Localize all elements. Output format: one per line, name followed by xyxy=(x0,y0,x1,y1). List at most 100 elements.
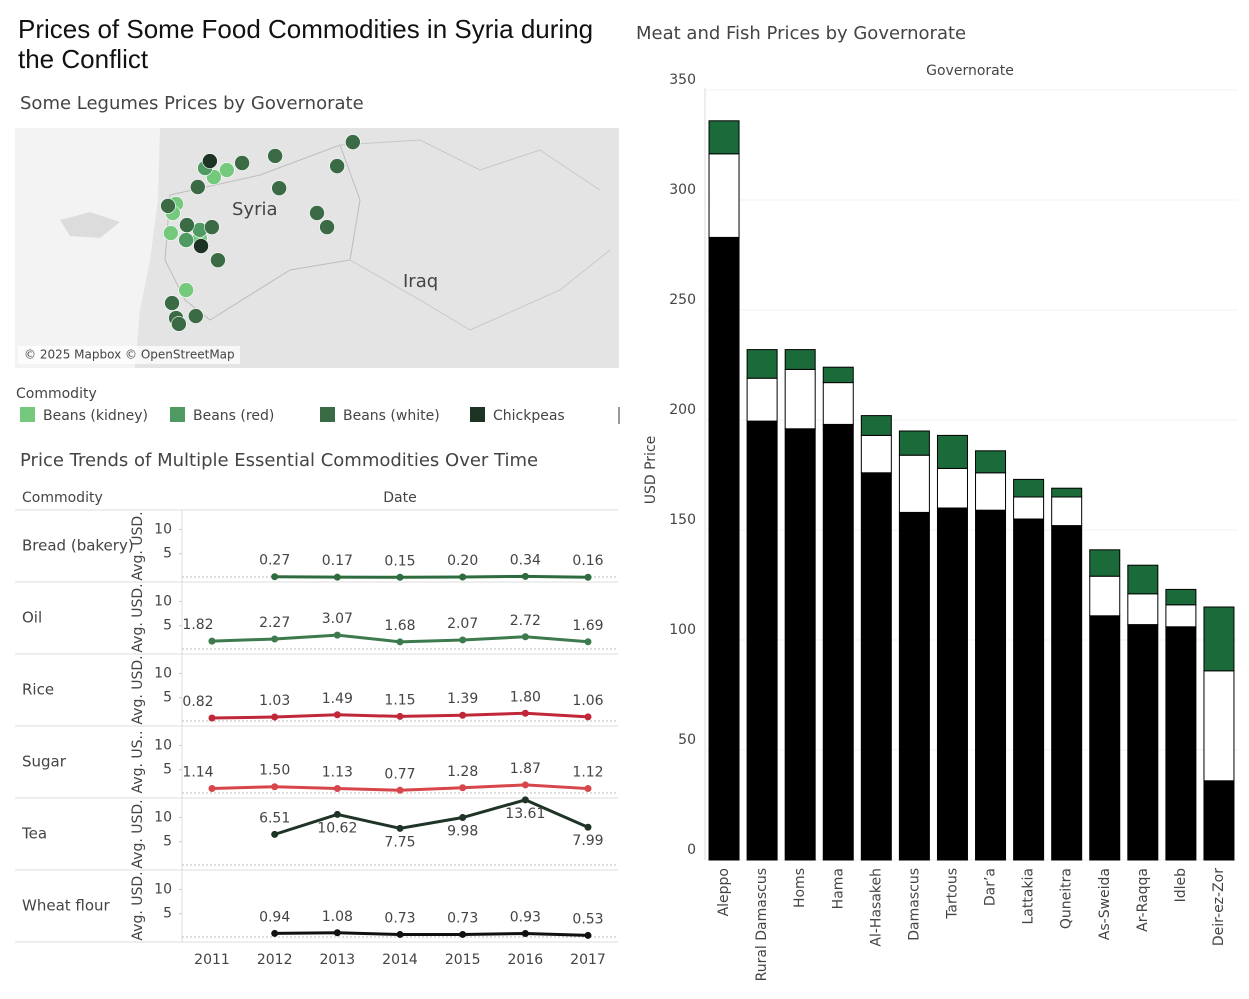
y-tick-label: 100 xyxy=(669,622,696,638)
bar-segment xyxy=(1013,478,1045,498)
map-point xyxy=(160,198,176,214)
bar-segment xyxy=(1165,626,1197,861)
data-label: 0.20 xyxy=(447,553,478,569)
y-axis-title: Avg. USD. xyxy=(130,655,146,724)
x-tick-label: 2016 xyxy=(508,952,544,968)
y-tick-label: 5 xyxy=(163,546,172,562)
data-label: 0.94 xyxy=(259,909,290,925)
legend-swatch xyxy=(170,407,185,422)
x-tick-label: Hama xyxy=(830,868,846,909)
trend-point xyxy=(584,823,592,831)
y-tick-label: 50 xyxy=(678,732,696,748)
bar-segment xyxy=(1203,606,1235,672)
x-tick-label: Dar’a xyxy=(983,868,999,906)
data-label: 2.27 xyxy=(259,615,290,631)
bar-segment xyxy=(1051,525,1083,861)
x-tick-label: Tartous xyxy=(944,868,960,920)
data-label: 3.07 xyxy=(322,611,353,627)
trend-point xyxy=(584,785,592,793)
trend-point xyxy=(521,929,529,937)
data-label: 1.28 xyxy=(447,764,478,780)
data-label: 2.72 xyxy=(510,613,541,629)
place-label: Syria xyxy=(232,199,278,220)
data-label: 0.77 xyxy=(384,766,415,782)
bar-segment xyxy=(822,423,854,861)
data-label: 0.53 xyxy=(572,911,603,927)
x-tick-label: Lattakia xyxy=(1021,868,1037,925)
data-label: 1.08 xyxy=(322,909,353,925)
place-label: Iraq xyxy=(403,271,438,292)
bar-segment xyxy=(708,236,740,861)
legend-label: Beans (white) xyxy=(343,408,440,424)
y-tick-label: 10 xyxy=(154,665,172,681)
data-label: 1.80 xyxy=(510,689,541,705)
y-tick-label: 10 xyxy=(154,809,172,825)
bar-segment xyxy=(936,507,968,861)
row-label: Sugar xyxy=(22,753,67,771)
bar-segment xyxy=(708,153,740,238)
row-label: Wheat flour xyxy=(22,897,111,915)
data-label: 1.15 xyxy=(384,692,415,708)
y-tick-label: 200 xyxy=(669,402,696,418)
x-tick-label: Rural Damascus xyxy=(754,868,770,981)
bar-segment xyxy=(1127,624,1159,861)
page-title: Prices of Some Food Commodities in Syria… xyxy=(18,14,594,74)
bar-segment xyxy=(860,472,892,861)
bar-segment xyxy=(784,428,816,861)
trend-point xyxy=(333,573,341,581)
trend-point xyxy=(459,784,467,792)
map-point xyxy=(178,232,194,248)
x-tick-label: 2012 xyxy=(257,952,293,968)
data-label: 1.06 xyxy=(572,693,603,709)
y-tick-label: 5 xyxy=(163,762,172,778)
row-label: Tea xyxy=(21,825,47,843)
map-point xyxy=(319,219,335,235)
y-tick-label: 350 xyxy=(669,72,696,88)
map-point xyxy=(163,225,179,241)
bar-segment xyxy=(860,415,892,436)
trend-point xyxy=(459,930,467,938)
trend-point xyxy=(584,573,592,581)
trend-point xyxy=(459,711,467,719)
legend-swatch xyxy=(470,407,485,422)
data-label: 1.49 xyxy=(322,691,353,707)
data-label: 1.14 xyxy=(182,764,213,780)
y-axis-title: Avg. USD. xyxy=(130,871,146,940)
bar-segment xyxy=(936,434,968,469)
y-tick-label: 300 xyxy=(669,182,696,198)
data-label: 1.39 xyxy=(447,691,478,707)
row-header: Commodity xyxy=(22,490,103,506)
trend-point xyxy=(396,573,404,581)
bar-segment xyxy=(975,450,1007,474)
trend-point xyxy=(521,781,529,789)
trend-point xyxy=(208,714,216,722)
data-label: 1.13 xyxy=(322,765,353,781)
map-attribution: © 2025 Mapbox © OpenStreetMap xyxy=(24,348,235,362)
data-label: 0.27 xyxy=(259,553,290,569)
attribution-bg xyxy=(18,346,240,364)
data-label: 1.12 xyxy=(572,765,603,781)
bar-segment xyxy=(746,349,778,379)
bar-segment xyxy=(746,377,778,422)
trend-point xyxy=(396,824,404,832)
x-tick-label: Ar-Raqqa xyxy=(1135,868,1151,932)
x-tick-label: Al-Hasakeh xyxy=(868,868,884,947)
trend-point xyxy=(521,633,529,641)
map-point xyxy=(219,162,235,178)
map-point xyxy=(309,205,325,221)
bar-segment xyxy=(898,454,930,513)
map-point xyxy=(164,295,180,311)
data-label: 0.73 xyxy=(384,910,415,926)
bar-segment xyxy=(1051,487,1083,498)
data-label: 0.15 xyxy=(384,553,415,569)
trend-point xyxy=(333,929,341,937)
x-tick-label: Idleb xyxy=(1173,868,1189,903)
bar-segment xyxy=(784,349,816,370)
trend-point xyxy=(396,786,404,794)
y-tick-label: 5 xyxy=(163,906,172,922)
bar-segment xyxy=(1013,496,1045,520)
bar-segment xyxy=(936,467,968,509)
trend-point xyxy=(271,830,279,838)
